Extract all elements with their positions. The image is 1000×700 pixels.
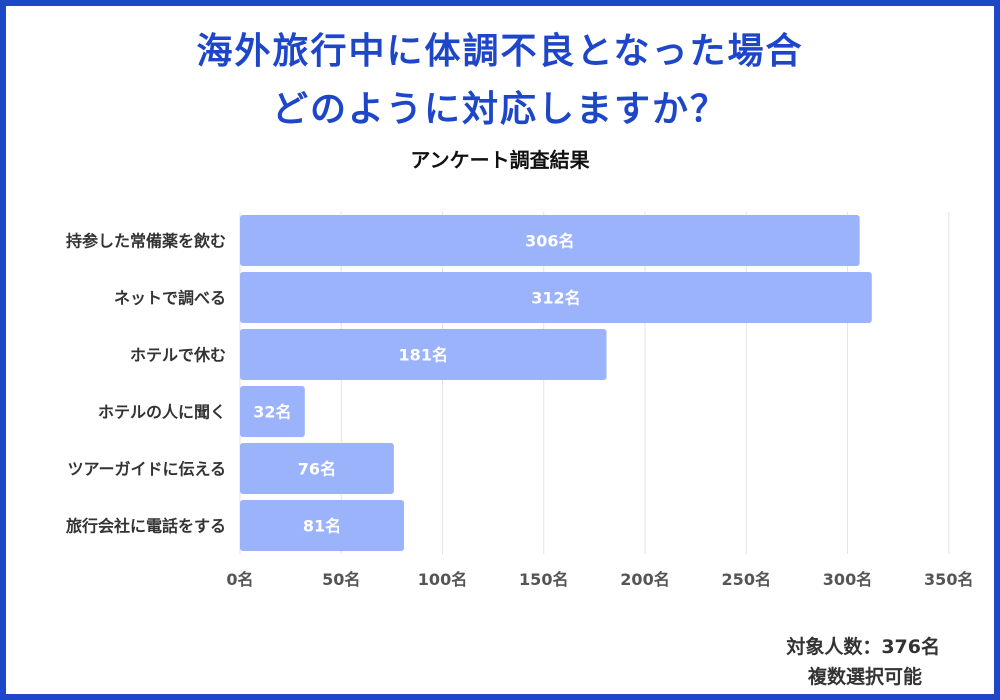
data-label: 181名 bbox=[399, 346, 448, 365]
bar bbox=[240, 272, 872, 323]
data-label: 306名 bbox=[525, 232, 574, 251]
x-tick-label: 50名 bbox=[322, 570, 360, 589]
category-label: ホテルの人に聞く bbox=[98, 403, 226, 422]
chart-subtitle: アンケート調査結果 bbox=[410, 148, 590, 172]
respondent-count: 対象人数：376名 bbox=[786, 636, 940, 658]
bar bbox=[240, 329, 607, 380]
data-label: 312名 bbox=[531, 289, 580, 308]
bar bbox=[240, 500, 405, 551]
category-label: 持参した常備薬を飲む bbox=[66, 232, 226, 251]
x-tick-label: 100名 bbox=[418, 570, 467, 589]
x-tick-label: 300名 bbox=[823, 570, 872, 589]
chart-title-line-1: 海外旅行中に体調不良となった場合 bbox=[196, 31, 804, 72]
bar bbox=[240, 443, 394, 494]
bars bbox=[240, 215, 872, 551]
chart-title-line-2: どのように対応しますか？ bbox=[271, 89, 728, 130]
category-label: ホテルで休む bbox=[130, 346, 226, 365]
x-tick-label: 0名 bbox=[226, 570, 253, 589]
multiple-choice-note: 複数選択可能 bbox=[807, 666, 922, 688]
x-tick-label: 250名 bbox=[722, 570, 771, 589]
labels: 0名 50名 100名 150名 200名 250名 300名 350名 持参した常備薬を飲む 3… bbox=[66, 232, 973, 590]
x-tick-label: 150名 bbox=[519, 570, 568, 589]
x-tick-label: 200名 bbox=[620, 570, 669, 589]
bar bbox=[240, 386, 305, 437]
data-label: 76名 bbox=[298, 460, 336, 479]
grid-lines bbox=[239, 212, 950, 554]
data-label: 81名 bbox=[303, 517, 341, 536]
data-label: 32名 bbox=[253, 403, 291, 422]
category-label: ツアーガイドに伝える bbox=[67, 460, 226, 479]
category-label: 旅行会社に電話をする bbox=[66, 517, 226, 536]
x-tick-label: 350名 bbox=[924, 570, 973, 589]
category-label: ネットで調べる bbox=[114, 289, 226, 308]
bar bbox=[240, 215, 860, 266]
